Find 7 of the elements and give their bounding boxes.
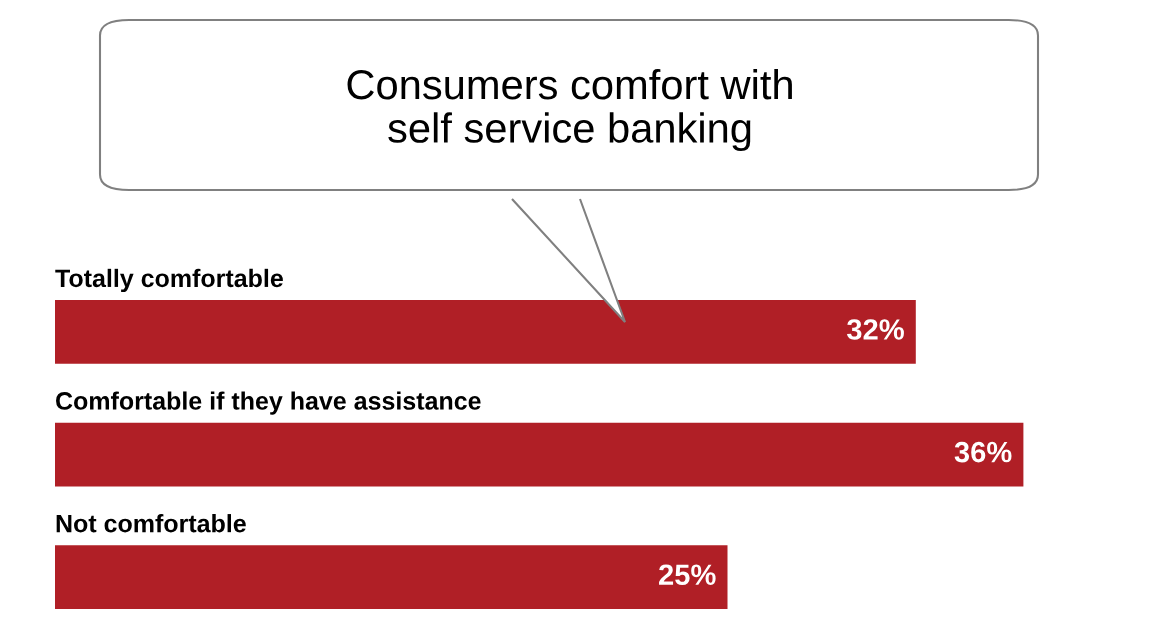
data-label: 25% [659,564,716,586]
chart-title: Consumers comfort with self service banking [347,68,792,152]
data-label: 32% [846,319,904,340]
y-tick-label: Comfortable if they have assistance [56,391,481,415]
y-tick-label: Not comfortable [56,514,246,533]
y-tick-label: Totally comfortable [55,268,283,293]
data-label: 36% [954,441,1012,463]
